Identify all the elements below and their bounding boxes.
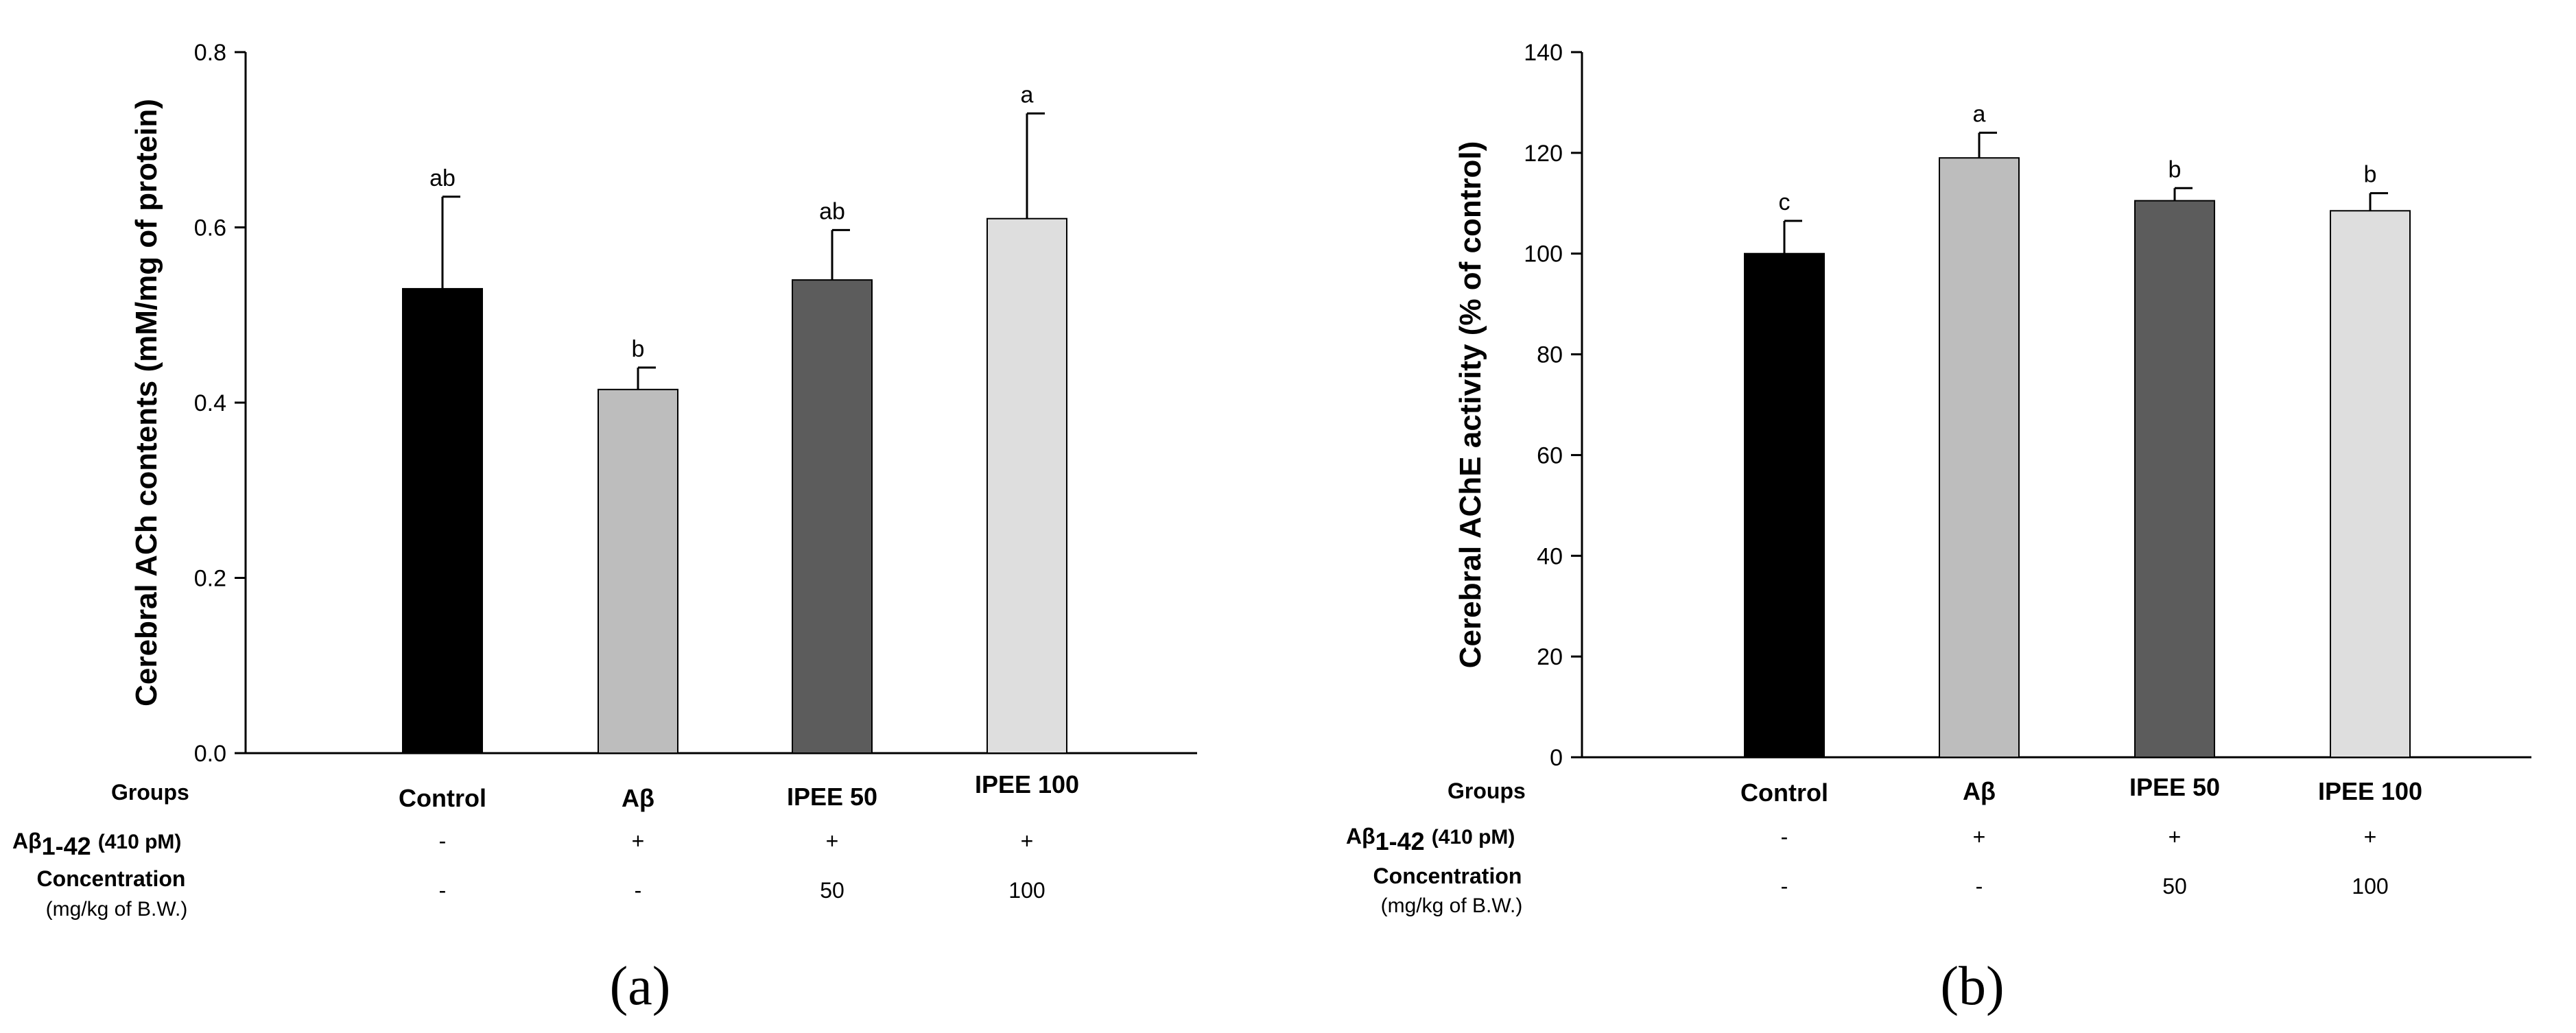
panel-a-bar [986,217,1067,755]
panel-b-ab-value: + [1973,824,1986,849]
panel-a-significance-letter: b [632,336,645,362]
panel-a-significance-letter: ab [429,165,456,191]
panel-a-ab-value: + [632,829,645,853]
panel-b-category-label: Control [1740,779,1828,807]
panel-b-concentration-label: Concentration [1373,864,1522,888]
panel-b-label: (b) [1940,956,2004,1017]
panel-a-ab-row-label: Aβ1-42 (410 pM) [12,829,181,860]
panel-b-significance-letter: b [2169,156,2182,182]
panel-a-groups-label: Groups [111,780,189,805]
panel-a-bar [598,388,678,754]
panel-a-y-tick-label: 0.8 [194,40,226,66]
panel-a-bar [402,287,483,754]
panel-a-y-tick-label: 0.2 [194,566,226,592]
panel-b-significance-letter: a [1973,101,1986,127]
panel-a-y-tick-label: 0.0 [194,741,226,767]
panel-b-concentration-unit: (mg/kg of B.W.) [1381,894,1523,917]
panel-b-chart: Cerebral AChE activity (% of control) 0 2… [1346,40,2531,917]
panel-b-y-tick-label: 120 [1524,141,1563,167]
panel-a-chart: Cerebral ACh contents (mM/mg of protein)… [12,40,1197,921]
panel-b-significance-letter: b [2364,162,2377,188]
panel-a-concentration-value: - [439,878,447,903]
panel-a-label: (a) [610,956,671,1017]
panel-b-bar [2330,210,2411,758]
panel-b-y-tick-label: 60 [1537,442,1563,468]
panel-b-ab-value: + [2169,824,2182,849]
panel-b-y-tick-label: 0 [1550,745,1563,771]
panel-a-category-label: Control [399,784,486,812]
panel-b-ab-row-label: Aβ1-42 (410 pM) [1346,824,1515,855]
panel-a-category-label: Aβ [622,784,654,812]
panel-b-significance-letter: c [1779,189,1791,215]
panel-a-y-tick-label: 0.4 [194,390,226,416]
panel-a-concentration-label: Concentration [37,866,186,891]
panel-b-y-tick-label: 140 [1524,40,1563,66]
panel-b-ab-value: - [1781,824,1788,849]
panel-b-ab-value: + [2364,824,2377,849]
panel-a-ab-value: + [826,829,839,853]
panel-b-concentration-value: - [1976,874,1983,899]
panel-b-y-tick-label: 80 [1537,342,1563,368]
panel-a-significance-letter: a [1021,82,1034,108]
panel-b-bar [1939,157,2020,758]
panel-a-y-tick-label: 0.6 [194,215,226,241]
panel-a-ab-value: - [439,829,447,853]
panel-a-concentration-value: 50 [820,878,844,903]
panel-b-bar [1744,252,1825,758]
panel-a-y-axis-label: Cerebral ACh contents (mM/mg of protein) [130,99,163,707]
panel-a-ab-value: + [1021,829,1034,853]
panel-a-concentration-value: 100 [1008,878,1045,903]
panel-b-y-tick-label: 100 [1524,241,1563,268]
panel-b-y-tick-label: 40 [1537,543,1563,569]
panel-a-concentration-unit: (mg/kg of B.W.) [46,898,188,921]
panel-a-bar [792,279,873,754]
panel-a-category-label: IPEE 50 [787,783,877,811]
panel-b-y-axis-label: Cerebral AChE activity (% of control) [1454,141,1487,669]
panel-b-y-tick-label: 20 [1537,644,1563,670]
panel-b-groups-label: Groups [1447,779,1526,803]
panel-a-significance-letter: ab [819,198,845,224]
panel-b-bar [2134,200,2215,759]
panel-b-category-label: IPEE 100 [2318,777,2422,805]
panel-a-category-label: IPEE 100 [975,770,1079,798]
panel-b-category-label: IPEE 50 [2129,773,2220,801]
panel-b-concentration-value: 100 [2352,874,2388,899]
panel-b-concentration-value: 50 [2162,874,2187,899]
panel-a-concentration-value: - [635,878,642,903]
panel-b-category-label: Aβ [1963,777,1996,805]
panel-b-concentration-value: - [1781,874,1788,899]
